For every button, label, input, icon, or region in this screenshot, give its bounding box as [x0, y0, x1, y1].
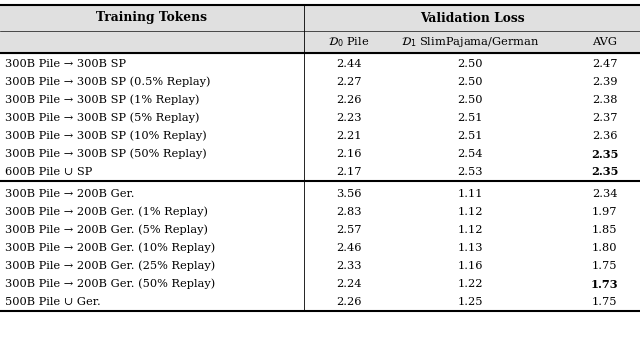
Text: 2.23: 2.23 — [336, 113, 362, 123]
Text: 2.39: 2.39 — [592, 77, 618, 87]
Text: 300B Pile → 200B Ger. (25% Replay): 300B Pile → 200B Ger. (25% Replay) — [5, 261, 216, 271]
Text: 2.24: 2.24 — [336, 279, 362, 289]
Text: 2.36: 2.36 — [592, 131, 618, 141]
Text: 2.51: 2.51 — [458, 131, 483, 141]
Text: 1.85: 1.85 — [592, 225, 618, 235]
Text: AVG: AVG — [592, 37, 618, 47]
Text: 2.47: 2.47 — [592, 59, 618, 69]
Text: 2.53: 2.53 — [458, 167, 483, 177]
Text: 300B Pile → 200B Ger. (1% Replay): 300B Pile → 200B Ger. (1% Replay) — [5, 207, 208, 217]
Text: 2.37: 2.37 — [592, 113, 618, 123]
Text: 2.54: 2.54 — [458, 149, 483, 159]
Text: 600B Pile ∪ SP: 600B Pile ∪ SP — [5, 167, 92, 177]
Text: 300B Pile → 300B SP (50% Replay): 300B Pile → 300B SP (50% Replay) — [5, 149, 207, 159]
Text: 300B Pile → 200B Ger. (10% Replay): 300B Pile → 200B Ger. (10% Replay) — [5, 243, 216, 253]
Text: $\mathcal{D}_1$ SlimPajama/German: $\mathcal{D}_1$ SlimPajama/German — [401, 35, 540, 49]
Text: 300B Pile → 200B Ger. (50% Replay): 300B Pile → 200B Ger. (50% Replay) — [5, 279, 216, 289]
Text: 2.16: 2.16 — [336, 149, 362, 159]
Text: 2.35: 2.35 — [591, 166, 618, 177]
Text: 300B Pile → 300B SP (10% Replay): 300B Pile → 300B SP (10% Replay) — [5, 131, 207, 141]
Text: 2.46: 2.46 — [336, 243, 362, 253]
Text: 2.50: 2.50 — [458, 95, 483, 105]
Text: 2.26: 2.26 — [336, 95, 362, 105]
Text: 2.26: 2.26 — [336, 297, 362, 307]
Text: 500B Pile ∪ Ger.: 500B Pile ∪ Ger. — [5, 297, 101, 307]
Text: 1.22: 1.22 — [458, 279, 483, 289]
Text: 1.75: 1.75 — [592, 261, 618, 271]
Text: 300B Pile → 300B SP (0.5% Replay): 300B Pile → 300B SP (0.5% Replay) — [5, 77, 211, 87]
Text: Validation Loss: Validation Loss — [420, 11, 524, 24]
Text: 1.97: 1.97 — [592, 207, 618, 217]
Text: 1.73: 1.73 — [591, 278, 619, 290]
Text: 2.50: 2.50 — [458, 77, 483, 87]
Text: 300B Pile → 300B SP: 300B Pile → 300B SP — [5, 59, 126, 69]
Text: $\mathcal{D}_0$ Pile: $\mathcal{D}_0$ Pile — [328, 35, 369, 49]
Text: 1.25: 1.25 — [458, 297, 483, 307]
Text: 2.27: 2.27 — [336, 77, 362, 87]
Text: 2.35: 2.35 — [591, 149, 618, 159]
Text: 2.34: 2.34 — [592, 189, 618, 199]
Text: 300B Pile → 300B SP (1% Replay): 300B Pile → 300B SP (1% Replay) — [5, 95, 200, 105]
Text: 1.80: 1.80 — [592, 243, 618, 253]
Text: 300B Pile → 300B SP (5% Replay): 300B Pile → 300B SP (5% Replay) — [5, 113, 200, 123]
Text: 2.50: 2.50 — [458, 59, 483, 69]
Text: 1.75: 1.75 — [592, 297, 618, 307]
Text: 1.11: 1.11 — [458, 189, 483, 199]
Text: Training Tokens: Training Tokens — [97, 11, 207, 24]
Text: 1.13: 1.13 — [458, 243, 483, 253]
Text: 1.16: 1.16 — [458, 261, 483, 271]
Text: 300B Pile → 200B Ger. (5% Replay): 300B Pile → 200B Ger. (5% Replay) — [5, 225, 208, 235]
Text: 2.57: 2.57 — [336, 225, 362, 235]
Text: 1.12: 1.12 — [458, 225, 483, 235]
Text: 2.44: 2.44 — [336, 59, 362, 69]
Text: 2.17: 2.17 — [336, 167, 362, 177]
Text: 2.21: 2.21 — [336, 131, 362, 141]
Text: 2.51: 2.51 — [458, 113, 483, 123]
Text: 2.38: 2.38 — [592, 95, 618, 105]
Text: 2.83: 2.83 — [336, 207, 362, 217]
Text: 1.12: 1.12 — [458, 207, 483, 217]
Text: 300B Pile → 200B Ger.: 300B Pile → 200B Ger. — [5, 189, 134, 199]
Text: 2.33: 2.33 — [336, 261, 362, 271]
Text: 3.56: 3.56 — [336, 189, 362, 199]
